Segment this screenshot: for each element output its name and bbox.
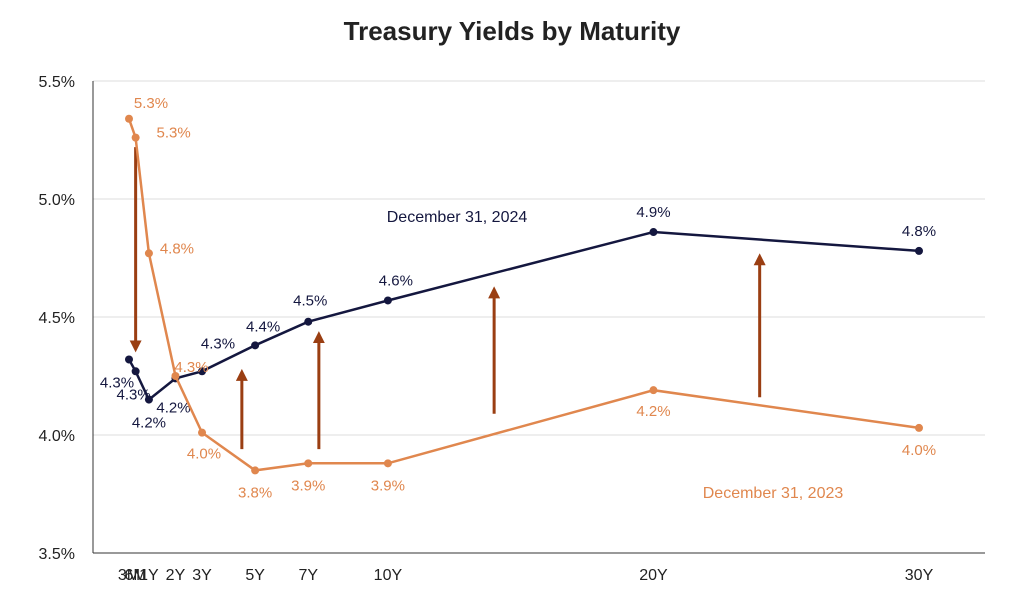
data-label: 4.3%: [117, 386, 151, 403]
data-label: 4.2%: [132, 415, 166, 432]
data-point: [251, 341, 260, 350]
series-name-label: December 31, 2023: [703, 485, 844, 502]
y-tick-label: 4.0%: [39, 428, 75, 445]
data-point: [304, 317, 313, 326]
data-label: 4.3%: [174, 359, 208, 376]
data-point: [383, 296, 392, 305]
data-label: 4.2%: [156, 399, 190, 416]
series-line-0: [127, 230, 920, 402]
data-label: 4.4%: [246, 318, 280, 335]
data-point: [649, 386, 658, 395]
x-tick-label: 3Y: [192, 567, 212, 584]
y-tick-label: 4.5%: [39, 310, 75, 327]
data-point: [171, 372, 180, 380]
data-label: 3.8%: [238, 484, 272, 501]
x-tick-label: 30Y: [905, 567, 934, 584]
data-point: [383, 459, 392, 468]
data-point: [125, 355, 133, 364]
data-point: [144, 395, 153, 404]
data-point: [125, 114, 133, 123]
series-name-label: December 31, 2024: [387, 209, 528, 226]
data-point: [304, 459, 313, 468]
data-label: 5.3%: [134, 95, 168, 112]
data-label: 4.5%: [293, 293, 327, 310]
x-tick-label: 6M: [125, 567, 147, 584]
series-line-1: [127, 118, 920, 472]
x-tick-label: 1Y: [139, 567, 159, 584]
x-tick-label: 5Y: [245, 567, 265, 584]
x-tick-label: 10Y: [374, 567, 403, 584]
data-label: 3.9%: [371, 477, 405, 494]
y-tick-label: 5.5%: [39, 74, 75, 91]
data-point: [131, 133, 140, 142]
data-label: 4.9%: [636, 204, 670, 221]
data-point: [649, 228, 658, 237]
data-label: 4.3%: [100, 374, 134, 391]
x-tick-label: 7Y: [298, 567, 318, 584]
data-point: [915, 423, 923, 432]
x-tick-label: 2Y: [166, 567, 186, 584]
data-label: 4.6%: [379, 272, 413, 289]
data-point: [198, 428, 207, 437]
data-point: [251, 466, 260, 475]
data-point: [198, 367, 207, 376]
x-tick-label: 20Y: [639, 567, 668, 584]
data-label: 4.8%: [902, 223, 936, 240]
y-tick-label: 3.5%: [39, 546, 75, 563]
data-point: [144, 249, 153, 258]
data-label: 4.0%: [187, 446, 221, 463]
data-label: 5.3%: [157, 125, 191, 142]
data-label: 4.8%: [160, 240, 194, 257]
y-tick-label: 5.0%: [39, 192, 75, 209]
data-label: 4.0%: [902, 442, 936, 459]
data-label: 3.9%: [291, 477, 325, 494]
data-point: [131, 367, 140, 376]
data-label: 4.2%: [636, 403, 670, 420]
data-point: [915, 246, 923, 255]
x-tick-label: 3M: [118, 567, 140, 584]
data-label: 4.3%: [201, 335, 235, 352]
chart-title: Treasury Yields by Maturity: [343, 16, 681, 46]
